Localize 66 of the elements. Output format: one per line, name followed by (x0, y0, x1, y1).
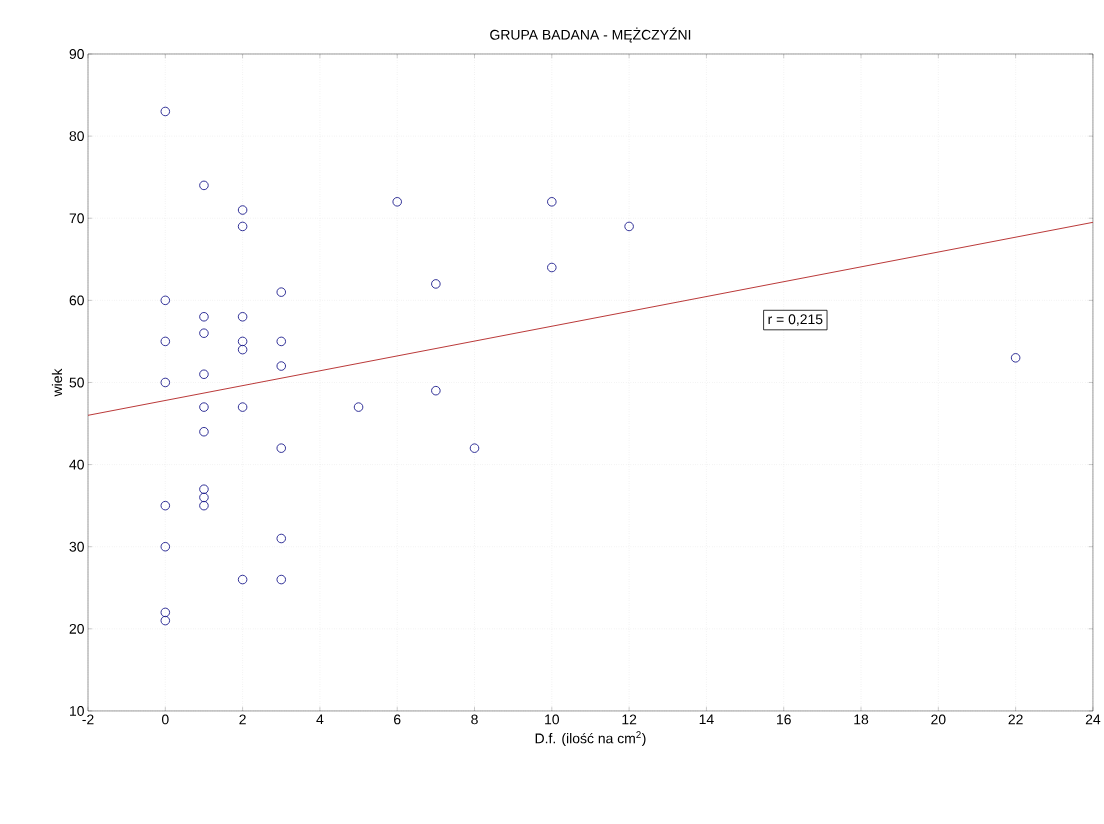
x-tick-label: 18 (854, 714, 869, 725)
x-tick-label: 6 (394, 714, 401, 725)
point (469, 443, 480, 453)
point (199, 500, 209, 511)
point (547, 197, 557, 207)
x-tick-label: 14 (699, 714, 714, 725)
point (199, 328, 209, 338)
point (160, 336, 171, 347)
x-tick-label: 8 (471, 714, 478, 725)
point (431, 279, 441, 289)
point (237, 402, 248, 412)
point (276, 336, 287, 347)
y-axis-title: wiek (51, 368, 63, 397)
y-tick-label: 40 (69, 459, 84, 470)
point (199, 369, 209, 380)
y-tick-label: 20 (69, 623, 84, 634)
y-tick-label: 70 (69, 213, 84, 224)
point (237, 336, 248, 347)
x-tick-label: 0 (161, 714, 169, 725)
point (199, 312, 209, 322)
annotation: r = 0,215 (768, 314, 823, 326)
point (431, 385, 441, 396)
point (276, 361, 287, 371)
x-tick-label: -2 (82, 714, 94, 725)
point (392, 197, 402, 207)
x-tick-label: 2 (239, 714, 246, 725)
y-tick-label: 10 (70, 706, 84, 716)
point (160, 615, 171, 626)
point (160, 607, 171, 618)
y-tick-label: 90 (69, 49, 84, 59)
point (624, 221, 634, 232)
point (353, 402, 364, 412)
point (276, 533, 287, 544)
point (276, 574, 287, 585)
point (237, 205, 248, 215)
point (160, 295, 171, 306)
point (199, 402, 209, 412)
x-tick-label: 4 (316, 714, 324, 725)
x-tick-label: 20 (931, 714, 946, 725)
x-tick-label: 16 (777, 714, 791, 725)
point (547, 262, 557, 273)
x-tick-label: 12 (622, 714, 637, 725)
point (199, 427, 209, 437)
y-tick-label: 60 (69, 295, 84, 306)
point (237, 221, 248, 232)
point (160, 377, 171, 388)
x-tick-label: 24 (1085, 714, 1101, 725)
point (237, 574, 248, 585)
point (160, 106, 171, 117)
point (1010, 353, 1021, 363)
x-tick-label: 10 (545, 714, 560, 725)
x-axis-title: D.f. (ilość na cm$^{2}$) (535, 731, 646, 747)
chart-title: GRUPA BADANA - MĘŻCZYŹNI (490, 27, 691, 43)
point (237, 312, 248, 322)
y-tick-label: 80 (69, 131, 84, 142)
y-tick-label: 50 (69, 377, 84, 388)
point (276, 443, 287, 453)
point (160, 500, 171, 511)
point (199, 492, 209, 503)
point (237, 344, 248, 355)
x-tick-label: 22 (1008, 714, 1023, 725)
point (199, 180, 209, 191)
point (160, 541, 171, 552)
point (276, 287, 287, 297)
point (199, 484, 209, 494)
y-tick-label: 30 (69, 541, 84, 552)
